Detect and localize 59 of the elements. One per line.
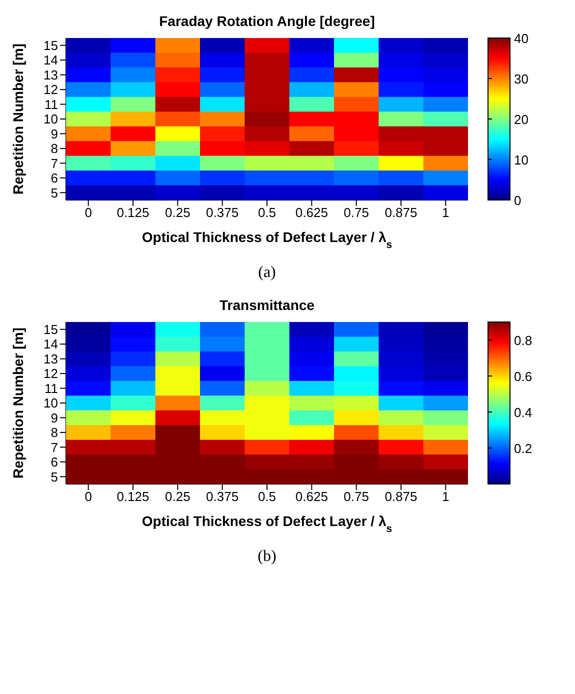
y-tick-label: 8 xyxy=(50,141,58,156)
y-tick-label: 13 xyxy=(44,67,58,82)
x-tick-label: 0.25 xyxy=(165,205,190,220)
color-bar-label: 0.6 xyxy=(514,369,532,384)
text: (a) xyxy=(257,264,277,282)
x-axis-title: Optical Thickness of Defect Layer / λ$_{s}$ xyxy=(142,229,392,251)
colorbar: 0 10 20 30 40 xyxy=(478,8,558,258)
color-bar-label: 30 xyxy=(514,72,528,86)
x-tick-label: 0.125 xyxy=(116,489,150,504)
x-tick-label: 0.75 xyxy=(344,205,369,220)
y-axis-title: Repetition Number [m] xyxy=(10,44,26,194)
y-tick-label: 6 xyxy=(50,170,58,186)
color-bar-label: 20 xyxy=(514,112,528,127)
x-tick-label: 0.5 xyxy=(258,205,276,220)
color-bar-label: 10 xyxy=(514,152,528,168)
color-bar-label: 0.8 xyxy=(514,333,532,348)
color-bar-label: 0.2 xyxy=(514,441,532,456)
y-tick-label: 7 xyxy=(50,440,58,455)
y-tick-label: 12 xyxy=(44,366,58,382)
y-tick-label: 14 xyxy=(44,52,58,68)
y-tick-label: 11 xyxy=(44,380,58,396)
y-tick-label: 14 xyxy=(44,336,58,352)
y-tick-label: 7 xyxy=(50,156,58,171)
x-axis-title: Optical Thickness of Defect Layer / λ$_{s}$ xyxy=(142,513,392,535)
y-tick-label: 5 xyxy=(50,185,58,200)
y-tick-label: 15 xyxy=(44,322,58,337)
x-tick-label: 1 xyxy=(442,205,450,220)
color-bar-label: 0.4 xyxy=(514,405,532,420)
colorbar: 0.2 0.4 0.6 0.8 xyxy=(478,292,558,542)
y-tick-label: 9 xyxy=(50,410,58,426)
y-tick-label: 10 xyxy=(44,112,58,127)
x-tick-label: 0.25 xyxy=(165,489,190,504)
y-tick-label: 12 xyxy=(44,82,58,98)
y-tick-label: 6 xyxy=(50,454,58,470)
x-tick-label: 0.75 xyxy=(344,489,369,504)
y-tick-label: 11 xyxy=(44,96,58,112)
x-tick-label: 0.125 xyxy=(116,205,150,220)
x-tick-label: 0.5 xyxy=(258,489,276,504)
y-tick-label: 8 xyxy=(50,425,58,440)
x-tick-label: 1 xyxy=(442,489,450,504)
x-tick-label: 0.625 xyxy=(295,205,328,220)
text: (b) xyxy=(256,548,278,566)
y-tick-label: 13 xyxy=(44,351,58,366)
color-bar-label: 0 xyxy=(514,193,522,208)
x-tick-label: 0 xyxy=(84,489,92,504)
x-tick-label: 0.375 xyxy=(206,489,239,504)
y-tick-label: 5 xyxy=(50,469,58,484)
y-tick-label: 15 xyxy=(44,38,58,53)
color-bar-label: 40 xyxy=(514,31,528,46)
y-tick-label: 10 xyxy=(44,396,58,411)
x-tick-label: 0.375 xyxy=(206,205,239,220)
chart-title: Transmittance xyxy=(220,297,315,313)
x-tick-label: 0.625 xyxy=(295,489,328,504)
x-tick-label: 0 xyxy=(84,205,92,220)
x-tick-label: 0.875 xyxy=(384,205,418,220)
y-axis-title: Repetition Number [m] xyxy=(10,328,26,478)
x-tick-label: 0.875 xyxy=(384,489,418,504)
y-tick-label: 9 xyxy=(50,126,58,142)
chart-title: Faraday Rotation Angle [degree] xyxy=(159,13,375,29)
